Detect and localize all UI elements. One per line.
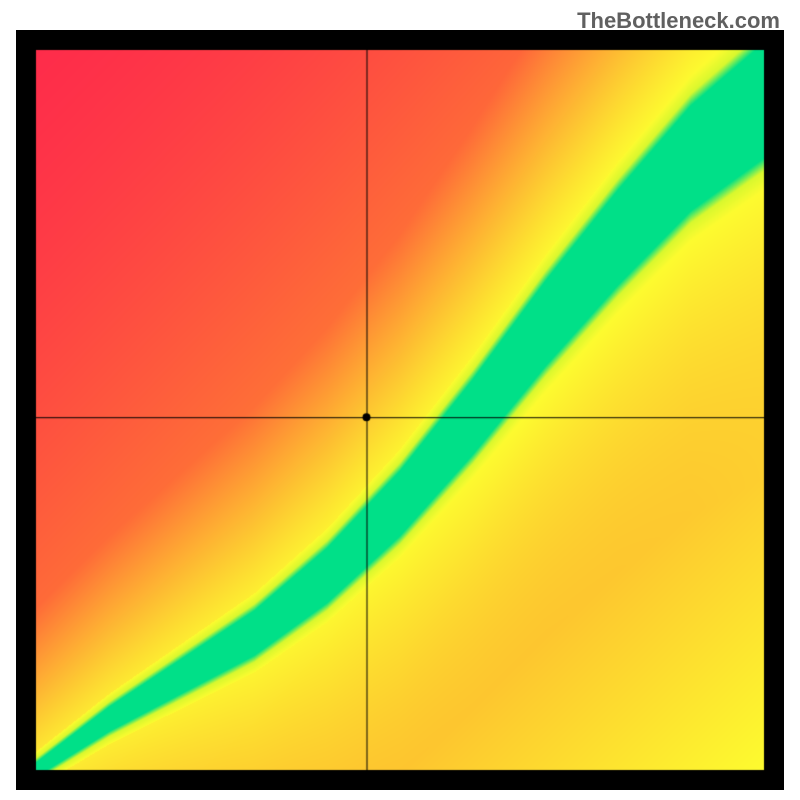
- chart-container: TheBottleneck.com: [0, 0, 800, 800]
- heatmap-canvas: [16, 30, 784, 790]
- chart-box: [16, 30, 784, 790]
- watermark-text: TheBottleneck.com: [577, 8, 780, 34]
